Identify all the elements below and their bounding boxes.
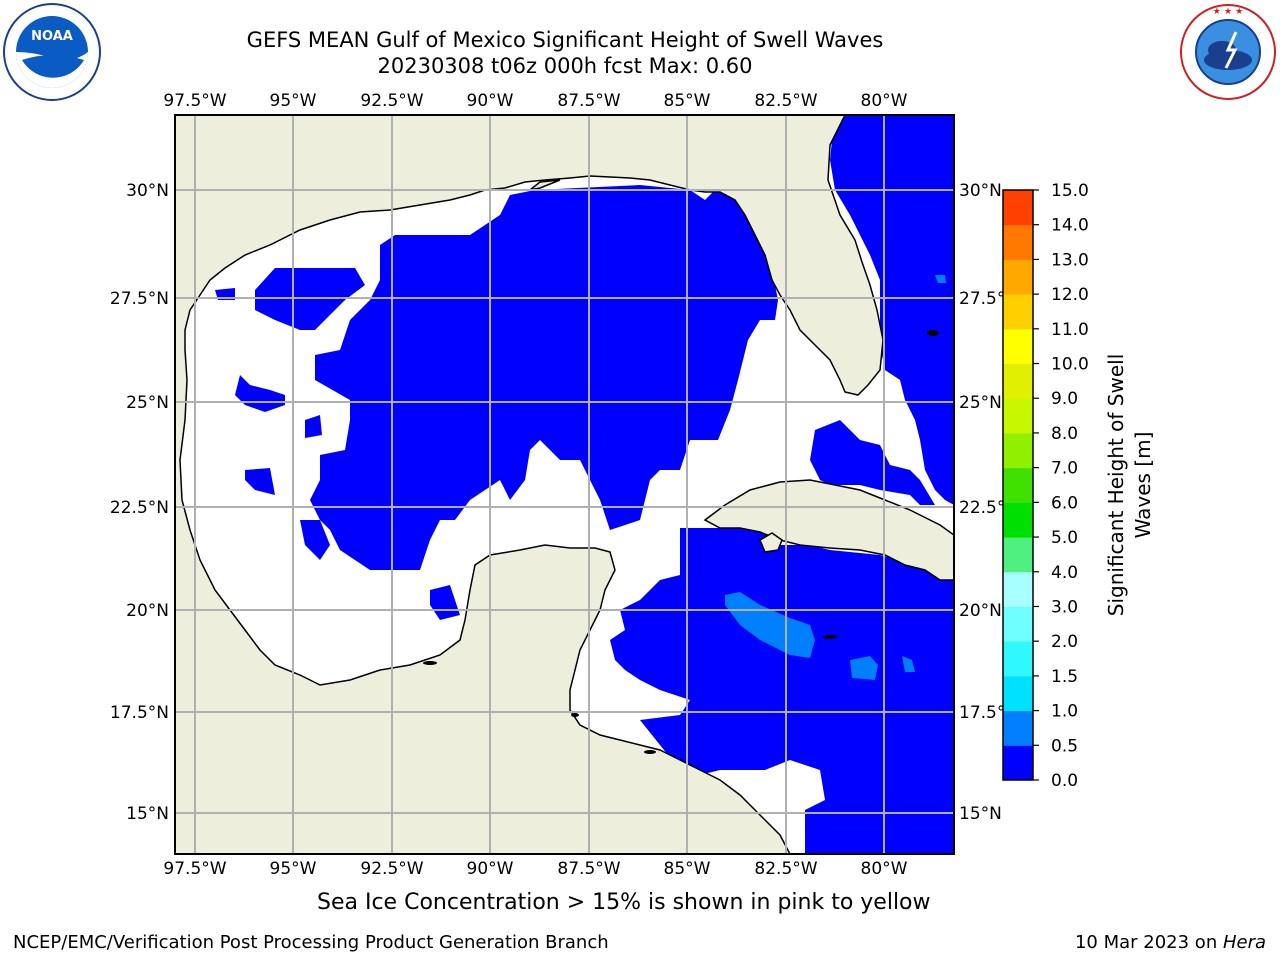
colorbar-tick-label: 1.0 [1051,702,1078,722]
colorbar-segment [1003,224,1033,260]
lon-label-bottom: 82.5°W [754,859,817,879]
land [175,115,954,854]
lat-labels-left: 30°N 27.5°N 25°N 22.5°N 20°N 17.5°N 15°N [110,181,169,824]
colorbar-frame [1002,189,1034,781]
lon-label-bottom: 90°W [467,859,514,879]
credit-left: NCEP/EMC/Verification Post Processing Pr… [13,932,609,953]
colorbar-segment [1003,190,1033,226]
lat-label-right: 25°N [959,393,1002,413]
lon-label-bottom: 87.5°W [557,859,620,879]
lon-label-bottom: 97.5°W [163,859,226,879]
lat-label-left: 17.5°N [110,703,169,723]
colorbar-segment [1003,259,1033,295]
lon-label-top: 92.5°W [360,91,423,111]
colorbar-tick-label: 15.0 [1051,181,1089,201]
colorbar-tick-label: 10.0 [1051,355,1089,375]
noaa-logo: NOAA [2,2,102,102]
colorbar-tick-label: 8.0 [1051,424,1078,444]
map-subtitle: 20230308 t06z 000h fcst Max: 0.60 [377,54,753,78]
colorbar-tick-label: 13.0 [1051,250,1089,270]
lon-label-top: 85°W [664,91,711,111]
colorbar-segment [1003,641,1033,677]
lon-label-top: 82.5°W [754,91,817,111]
lat-label-left: 27.5°N [110,289,169,309]
colorbar-segment [1003,606,1033,642]
colorbar-segment [1003,328,1033,365]
svg-text:NOAA: NOAA [31,29,73,44]
colorbar-tick-label: 6.0 [1051,493,1078,513]
map-frame [174,114,955,855]
lat-label-right: 15°N [959,804,1002,824]
lon-labels-top: 97.5°W 95°W 92.5°W 90°W 87.5°W 85°W 82.5… [163,91,907,111]
colorbar-segment [1003,467,1033,503]
lon-label-top: 95°W [270,91,317,111]
lat-label-left: 25°N [126,393,169,413]
colorbar-tick-label: 4.0 [1051,563,1078,583]
lon-label-bottom: 80°W [861,859,908,879]
colorbar-segment [1003,537,1033,573]
credit-right: 10 Mar 2023 on Hera [1075,932,1266,953]
colorbar-segment [1003,432,1033,469]
colorbar-segment [1003,363,1033,399]
lat-label-right: 20°N [959,601,1002,621]
colorbar [1002,189,1034,781]
lat-label-left: 20°N [126,601,169,621]
map-plot-area [175,115,954,854]
colorbar-segment [1003,294,1033,330]
lon-labels-bottom: 97.5°W 95°W 92.5°W 90°W 87.5°W 85°W 82.5… [163,859,907,879]
lon-label-bottom: 95°W [270,859,317,879]
colorbar-segment [1003,710,1033,746]
lon-label-bottom: 92.5°W [360,859,423,879]
colorbar-tick-label: 11.0 [1051,320,1089,340]
lon-label-top: 97.5°W [163,91,226,111]
credit-machine: Hera [1222,932,1266,953]
lon-label-top: 80°W [861,91,908,111]
sea-ice-note: Sea Ice Concentration > 15% is shown in … [317,890,931,915]
colorbar-tick-label: 7.0 [1051,459,1078,479]
colorbar-tick-label: 0.5 [1051,736,1078,756]
colorbar-tick-label: 9.0 [1051,389,1078,409]
colorbar-tick-label: 5.0 [1051,528,1078,548]
lat-label-left: 30°N [126,181,169,201]
colorbar-tick-label: 2.0 [1051,632,1078,652]
credit-date: 10 Mar 2023 on [1074,932,1223,953]
colorbar-segment [1003,745,1033,781]
colorbar-segment [1003,571,1033,607]
colorbar-tick-label: 1.5 [1051,667,1078,687]
national-weather-service-logo: ★ ★ ★ [1178,2,1278,102]
colorbar-segment [1003,502,1033,538]
colorbar-tick-label: 14.0 [1051,216,1089,236]
graticule [175,115,954,854]
colorbar-tick-label: 12.0 [1051,285,1089,305]
lat-label-right: 30°N [959,181,1002,201]
map-title: GEFS MEAN Gulf of Mexico Significant Hei… [246,28,884,52]
lon-label-top: 90°W [467,91,514,111]
lon-label-bottom: 85°W [664,859,711,879]
colorbar-label-line1: Significant Height of Swell [1104,354,1128,616]
colorbar-ticks: 0.0 0.5 1.0 1.5 2.0 3.0 4.0 5.0 6.0 7.0 8.0 9.0 10.0… [1033,181,1089,791]
svg-text:★ ★ ★: ★ ★ ★ [1213,7,1243,17]
colorbar-segment [1003,675,1033,712]
lon-label-top: 87.5°W [557,91,620,111]
lat-label-left: 22.5°N [110,498,169,518]
small-islands [423,330,939,754]
colorbar-tick-label: 0.0 [1051,771,1078,791]
colorbar-tick-label: 3.0 [1051,597,1078,617]
colorbar-label-line2: Waves [m] [1131,432,1155,539]
colorbar-segment [1003,398,1033,434]
lat-label-left: 15°N [126,804,169,824]
